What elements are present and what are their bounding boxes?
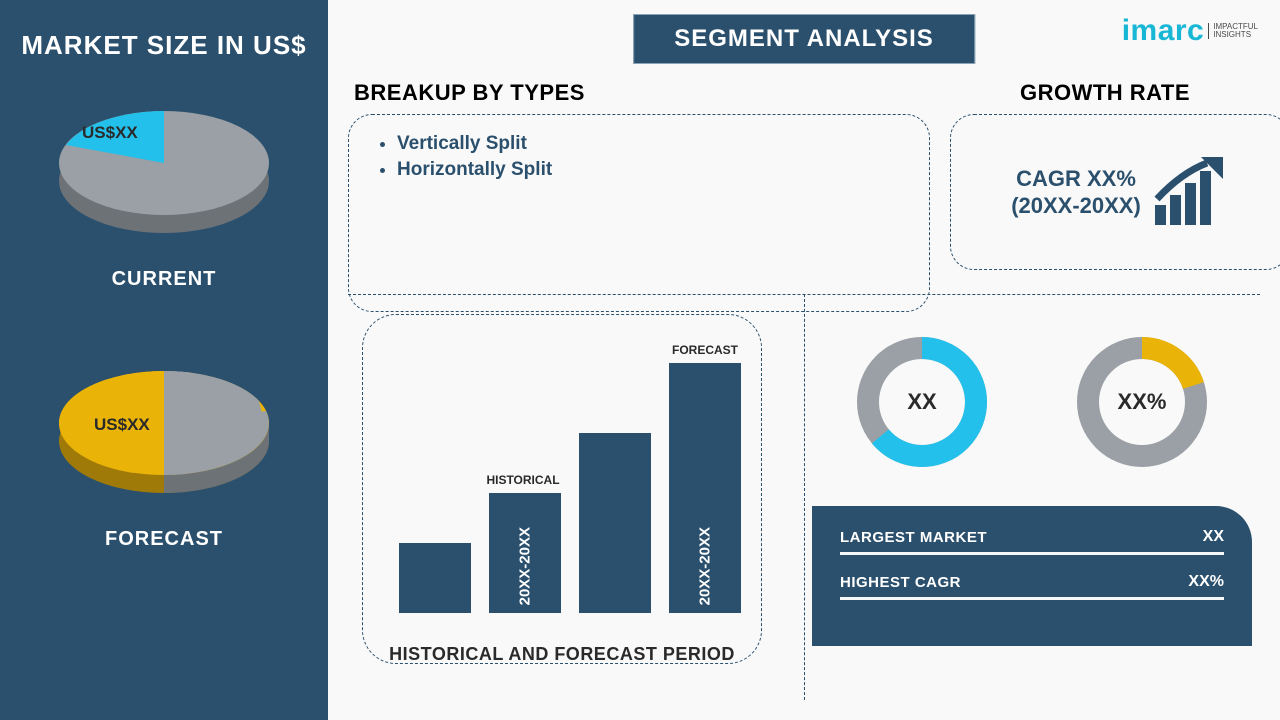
metric-label: LARGEST MARKET xyxy=(840,529,987,546)
pie-current-label: CURRENT xyxy=(34,268,294,291)
cagr-line1: CAGR XX% xyxy=(1016,166,1136,191)
pie-forecast-svg xyxy=(34,341,294,511)
metric-card: LARGEST MARKET XX HIGHEST CAGR XX% xyxy=(812,506,1252,646)
infographic-root: MARKET SIZE IN US$ US$XX CURRENT US$XX F… xyxy=(0,0,1280,720)
pie-forecast-label: FORECAST xyxy=(34,528,294,551)
growth-heading: GROWTH RATE xyxy=(950,80,1260,106)
left-heading: MARKET SIZE IN US$ xyxy=(18,30,310,61)
breakup-box: Vertically Split Horizontally Split xyxy=(348,114,930,312)
pie-current: US$XX CURRENT xyxy=(34,81,294,291)
pie-forecast-value: US$XX xyxy=(94,415,150,435)
donut-1: XX xyxy=(852,332,992,472)
bar xyxy=(399,543,471,613)
right-bottom-section: XX XX% LARGEST MARKET XX HIGHEST C xyxy=(812,314,1252,646)
bar-text: 20XX-20XX xyxy=(517,527,534,605)
metric-row: LARGEST MARKET XX xyxy=(840,528,1224,546)
metric-value: XX% xyxy=(1188,573,1224,591)
metric-value: XX xyxy=(1203,528,1224,546)
bar-text: 20XX-20XX xyxy=(697,527,714,605)
bar-label: FORECAST xyxy=(655,343,755,357)
cagr-line2: (20XX-20XX) xyxy=(1011,193,1141,218)
growth-box: CAGR XX% (20XX-20XX) xyxy=(950,114,1280,270)
brand-logo: imarc IMPACTFUL INSIGHTS xyxy=(1122,14,1258,48)
page-title: SEGMENT ANALYSIS xyxy=(633,14,975,64)
bar-label: HISTORICAL xyxy=(473,473,573,487)
logo-tag2: INSIGHTS xyxy=(1213,30,1251,39)
logo-text: imarc xyxy=(1122,14,1205,48)
period-box: 20XX-20XX HISTORICAL 20XX-20XX FORECAST … xyxy=(362,314,762,664)
pie-current-value: US$XX xyxy=(82,123,138,143)
donut-2-value: XX% xyxy=(1072,332,1212,472)
growth-arrow-icon xyxy=(1151,155,1229,229)
bar: 20XX-20XX xyxy=(489,493,561,613)
bar-chart: 20XX-20XX HISTORICAL 20XX-20XX FORECAST xyxy=(373,333,751,613)
metric-label: HIGHEST CAGR xyxy=(840,574,961,591)
right-panel: SEGMENT ANALYSIS imarc IMPACTFUL INSIGHT… xyxy=(328,0,1280,720)
breakup-heading: BREAKUP BY TYPES xyxy=(354,80,930,106)
bar: 20XX-20XX xyxy=(669,363,741,613)
top-row: BREAKUP BY TYPES Vertically Split Horizo… xyxy=(348,80,1260,312)
donut-1-value: XX xyxy=(852,332,992,472)
donut-row: XX XX% xyxy=(812,332,1252,472)
left-panel: MARKET SIZE IN US$ US$XX CURRENT US$XX F… xyxy=(0,0,328,720)
vertical-divider xyxy=(804,294,805,700)
metric-row: HIGHEST CAGR XX% xyxy=(840,573,1224,591)
cagr-text: CAGR XX% (20XX-20XX) xyxy=(1011,165,1141,220)
breakup-item: Vertically Split xyxy=(397,133,905,155)
metric-divider xyxy=(840,597,1224,600)
breakup-item: Horizontally Split xyxy=(397,159,905,181)
logo-tagline: IMPACTFUL INSIGHTS xyxy=(1208,23,1258,39)
pie-forecast: US$XX FORECAST xyxy=(34,341,294,551)
bar xyxy=(579,433,651,613)
breakup-list: Vertically Split Horizontally Split xyxy=(373,133,905,181)
metric-divider xyxy=(840,552,1224,555)
donut-2: XX% xyxy=(1072,332,1212,472)
pie-current-svg xyxy=(34,81,294,251)
period-heading: HISTORICAL AND FORECAST PERIOD xyxy=(363,644,761,665)
period-section: 20XX-20XX HISTORICAL 20XX-20XX FORECAST … xyxy=(362,314,762,664)
